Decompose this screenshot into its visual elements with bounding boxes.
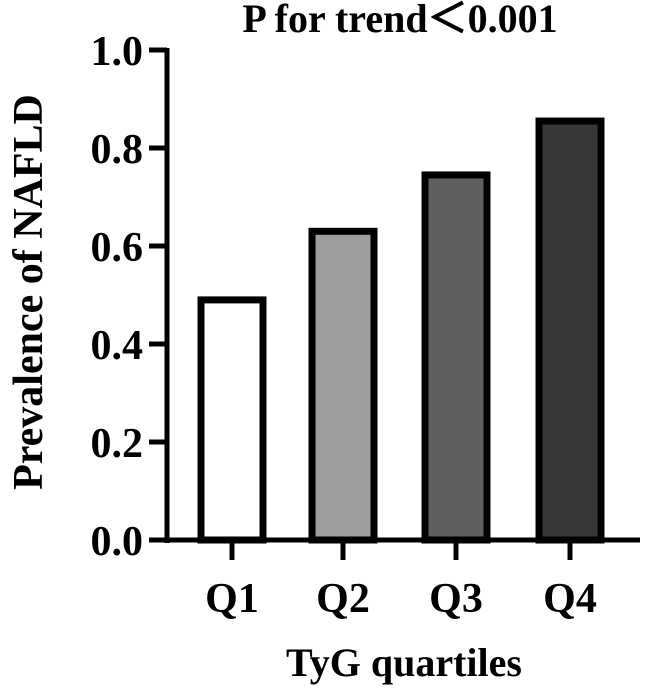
axes-layer [164, 48, 640, 543]
y-tick-label: 0.2 [91, 421, 144, 467]
y-axis-label: Prevalence of NAFLD [6, 94, 52, 490]
y-tick-label: 0.8 [91, 127, 144, 173]
bar-q3 [421, 171, 491, 544]
bar-q2 [308, 227, 378, 544]
y-tick-label: 0.6 [91, 225, 144, 271]
ticks-layer: 0.0 0.2 0.4 0.6 0.8 1.0 Q1 Q2 Q3 Q4 [91, 29, 597, 622]
y-tick-label: 0.4 [91, 323, 144, 369]
y-tick-label: 0.0 [91, 519, 144, 565]
bar-q1 [197, 296, 267, 544]
x-tick-label: Q4 [543, 576, 597, 622]
x-tick-label: Q3 [429, 576, 483, 622]
bar-q4 [535, 117, 605, 544]
x-axis-label: TyG quartiles [286, 640, 522, 685]
y-tick-label: 1.0 [91, 29, 144, 75]
x-tick-label: Q2 [316, 576, 370, 622]
bars-layer [197, 117, 605, 544]
chart-title: P for trend＜0.001 [242, 0, 557, 41]
x-tick-label: Q1 [205, 576, 259, 622]
